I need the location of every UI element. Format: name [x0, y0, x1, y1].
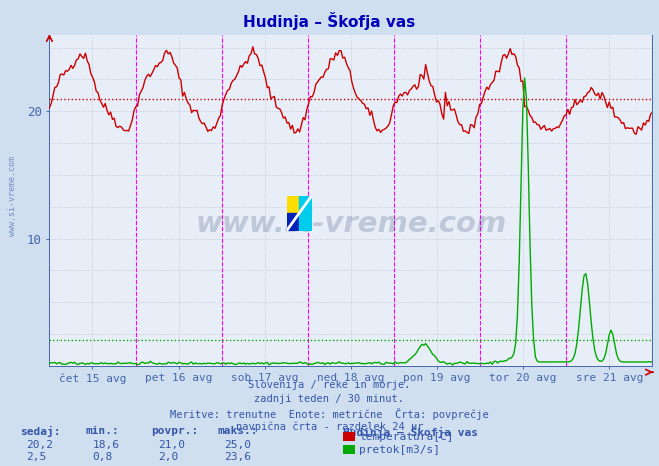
Text: 25,0: 25,0 [224, 440, 251, 450]
Text: povpr.:: povpr.: [152, 426, 199, 436]
Bar [287, 213, 299, 231]
Bar [299, 213, 312, 231]
Text: Hudinja – Škofja vas: Hudinja – Škofja vas [343, 426, 478, 439]
Text: pretok[m3/s]: pretok[m3/s] [359, 445, 440, 455]
Text: navpična črta - razdelek 24 ur: navpična črta - razdelek 24 ur [236, 422, 423, 432]
Text: 20,2: 20,2 [26, 440, 53, 450]
Text: maks.:: maks.: [217, 426, 258, 436]
Text: 2,0: 2,0 [158, 452, 179, 462]
Text: Hudinja – Škofja vas: Hudinja – Škofja vas [243, 12, 416, 30]
Text: zadnji teden / 30 minut.: zadnji teden / 30 minut. [254, 394, 405, 404]
Bar [287, 196, 299, 213]
Text: 18,6: 18,6 [92, 440, 119, 450]
Text: www.si-vreme.com: www.si-vreme.com [195, 210, 507, 238]
Text: temperatura[C]: temperatura[C] [359, 432, 453, 442]
Text: 2,5: 2,5 [26, 452, 47, 462]
Text: Meritve: trenutne  Enote: metrične  Črta: povprečje: Meritve: trenutne Enote: metrične Črta: … [170, 408, 489, 420]
Text: 21,0: 21,0 [158, 440, 185, 450]
Text: 0,8: 0,8 [92, 452, 113, 462]
Text: sedaj:: sedaj: [20, 426, 60, 438]
Text: www.si-vreme.com: www.si-vreme.com [8, 156, 17, 236]
Bar [299, 196, 312, 213]
Text: Slovenija / reke in morje.: Slovenija / reke in morje. [248, 380, 411, 390]
Text: 23,6: 23,6 [224, 452, 251, 462]
Text: min.:: min.: [86, 426, 119, 436]
